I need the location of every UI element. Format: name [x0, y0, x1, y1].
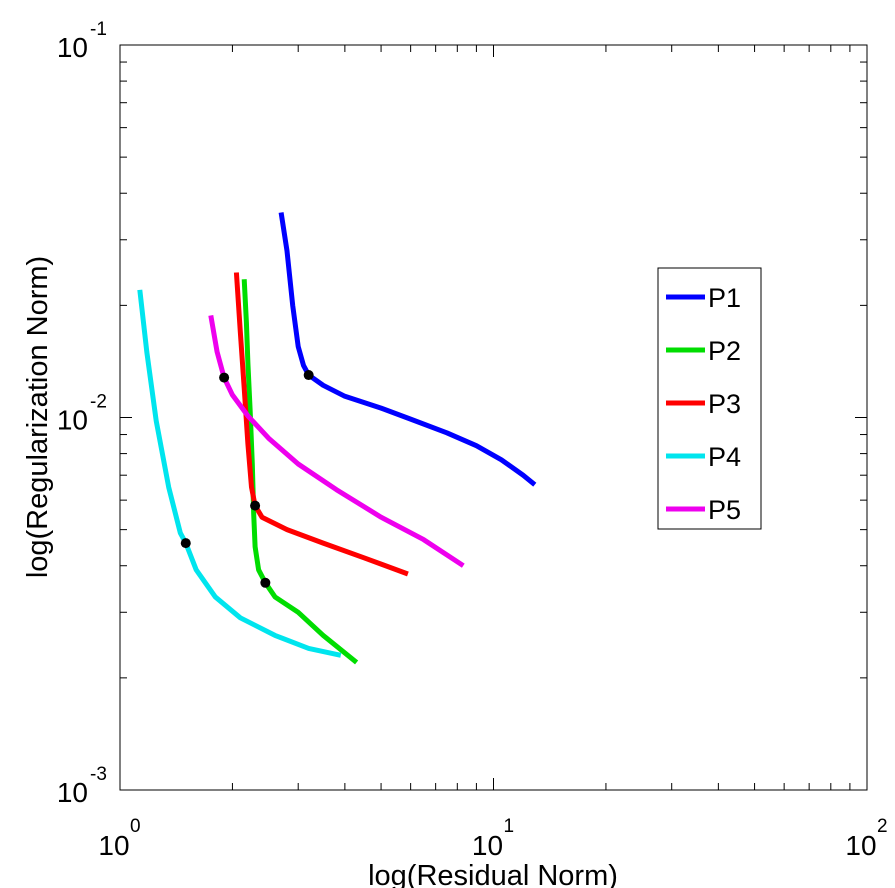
svg-text:10: 10 [57, 32, 88, 63]
svg-text:10: 10 [57, 405, 88, 436]
svg-text:10: 10 [472, 830, 503, 861]
svg-text:10: 10 [845, 830, 876, 861]
svg-text:10: 10 [57, 777, 88, 808]
legend-label-p1: P1 [708, 283, 741, 313]
series-line-p4 [137, 289, 342, 658]
series-line-p2 [241, 279, 359, 665]
y-axis-label: log(Regularization Norm) [22, 256, 54, 578]
legend: P1 P2 P3 P4 P5 [657, 267, 762, 530]
corner-point-p4 [180, 538, 191, 549]
legend-box [657, 267, 762, 530]
svg-text:1: 1 [504, 816, 515, 837]
svg-text:10: 10 [98, 830, 129, 861]
legend-label-p3: P3 [708, 389, 741, 419]
x-tick-label: 100 [98, 816, 140, 861]
svg-text:-1: -1 [90, 19, 107, 40]
svg-text:0: 0 [130, 816, 141, 837]
corner-point-p5 [219, 372, 230, 383]
corner-point-p2 [260, 577, 271, 588]
corner-point-p1 [303, 370, 314, 381]
legend-items: P1 P2 P3 P4 P5 [666, 283, 741, 525]
y-tick-label: 10-3 [57, 764, 107, 808]
legend-label-p4: P4 [708, 442, 741, 472]
legend-label-p2: P2 [708, 336, 741, 366]
corner-point-p3 [250, 500, 261, 511]
svg-text:-3: -3 [90, 764, 107, 785]
series-line-p1 [278, 212, 537, 487]
x-tick-label: 102 [845, 816, 887, 861]
series-line-p5 [208, 314, 465, 568]
minor-ticks [120, 45, 867, 790]
svg-text:2: 2 [877, 816, 888, 837]
y-tick-label: 10-1 [57, 19, 107, 63]
y-tick-label: 10-2 [57, 392, 107, 436]
x-axis-label: log(Residual Norm) [368, 860, 618, 888]
legend-label-p5: P5 [708, 495, 741, 525]
svg-text:-2: -2 [90, 392, 107, 413]
series-layer [137, 212, 537, 665]
x-tick-label: 101 [472, 816, 514, 861]
